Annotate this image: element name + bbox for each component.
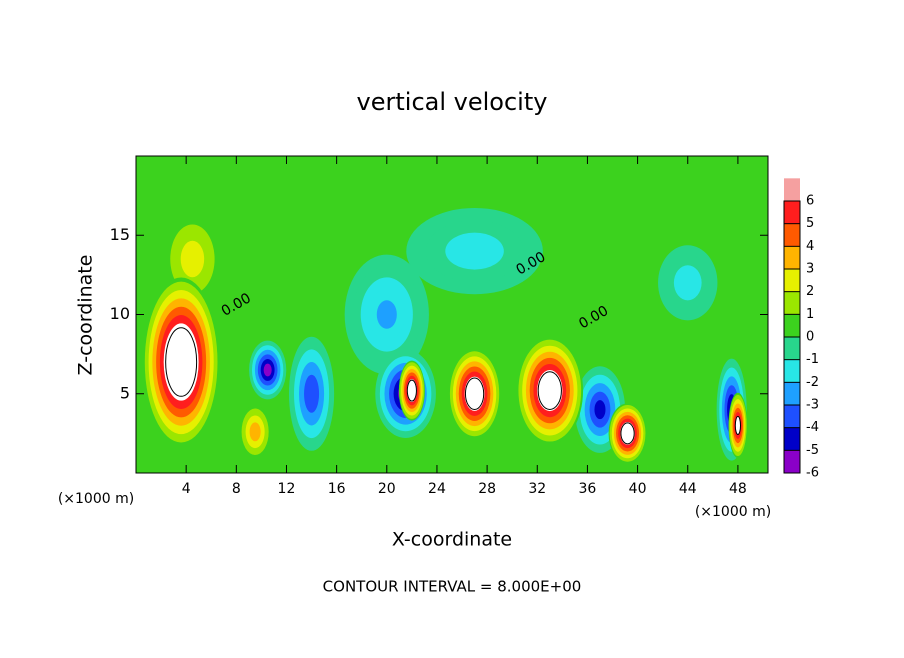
y-tick-label: 15	[110, 225, 130, 244]
contour-line	[537, 371, 562, 410]
colorbar-band	[784, 427, 800, 451]
x-tick-label: 28	[478, 481, 496, 497]
colorbar-label: -4	[806, 420, 819, 435]
contour-band	[306, 381, 317, 407]
colorbar-label: -6	[806, 466, 819, 481]
footer-note: CONTOUR INTERVAL = 8.000E+00	[323, 578, 582, 596]
contour-band	[376, 300, 397, 329]
x-tick-label: 36	[579, 481, 597, 497]
y-unit-label: (×1000 m)	[58, 491, 134, 507]
contour-band	[594, 400, 606, 420]
contour-band	[680, 273, 696, 293]
colorbar-band	[784, 201, 800, 224]
colorbar-label: 0	[806, 330, 814, 345]
contour-band	[735, 418, 740, 433]
colorbar-label: 2	[806, 284, 814, 299]
contour-band	[185, 248, 199, 270]
contour-line	[734, 415, 741, 435]
contour-line	[406, 379, 417, 402]
contour-line	[464, 377, 485, 410]
colorbar-band	[784, 314, 800, 337]
y-axis-label: Z-coordinate	[75, 255, 97, 376]
contour-band	[542, 379, 557, 402]
contour-line	[620, 422, 635, 445]
colorbar-label: 4	[806, 239, 814, 254]
colorbar-label: 1	[806, 307, 814, 322]
colorbar-band	[784, 405, 800, 428]
colorbar-label: 5	[806, 216, 814, 231]
contour-band	[409, 384, 415, 397]
x-tick-label: 24	[428, 481, 446, 497]
colorbar-band	[784, 382, 800, 405]
contour-band	[457, 240, 493, 263]
contour-band	[173, 344, 190, 380]
x-tick-label: 12	[278, 481, 296, 497]
chart-title: vertical velocity	[357, 88, 548, 116]
colorbar-band	[784, 269, 800, 292]
contour-band	[251, 425, 259, 438]
contour-band	[469, 384, 481, 404]
x-tick-label: 48	[729, 481, 747, 497]
x-tick-label: 40	[629, 481, 647, 497]
x-axis-label: X-coordinate	[392, 529, 512, 551]
y-tick-label: 5	[120, 383, 130, 402]
x-tick-label: 4	[182, 481, 191, 497]
x-tick-label: 32	[528, 481, 546, 497]
colorbar-label: 3	[806, 262, 814, 277]
colorbar-band	[784, 359, 800, 383]
contour-band	[263, 363, 272, 377]
colorbar-label: -2	[806, 375, 819, 390]
colorbar-band	[784, 450, 800, 473]
x-tick-label: 16	[328, 481, 346, 497]
colorbar-label: -5	[806, 443, 819, 458]
colorbar-label: -3	[806, 398, 819, 413]
y-tick-label: 10	[110, 304, 130, 323]
colorbar-band	[784, 178, 800, 201]
x-tick-label: 44	[679, 481, 697, 497]
colorbar-band	[784, 246, 800, 269]
x-unit-label: (×1000 m)	[695, 504, 771, 520]
colorbar-band	[784, 291, 800, 315]
colorbar-label: -1	[806, 352, 819, 367]
field: 0.000.000.00	[136, 156, 768, 473]
contour-line	[165, 327, 198, 397]
colorbar-band	[784, 223, 800, 247]
x-tick-label: 20	[378, 481, 396, 497]
colorbar-label: 6	[806, 194, 814, 209]
contour-band	[623, 427, 632, 440]
x-tick-label: 8	[232, 481, 241, 497]
colorbar-band	[784, 337, 800, 360]
